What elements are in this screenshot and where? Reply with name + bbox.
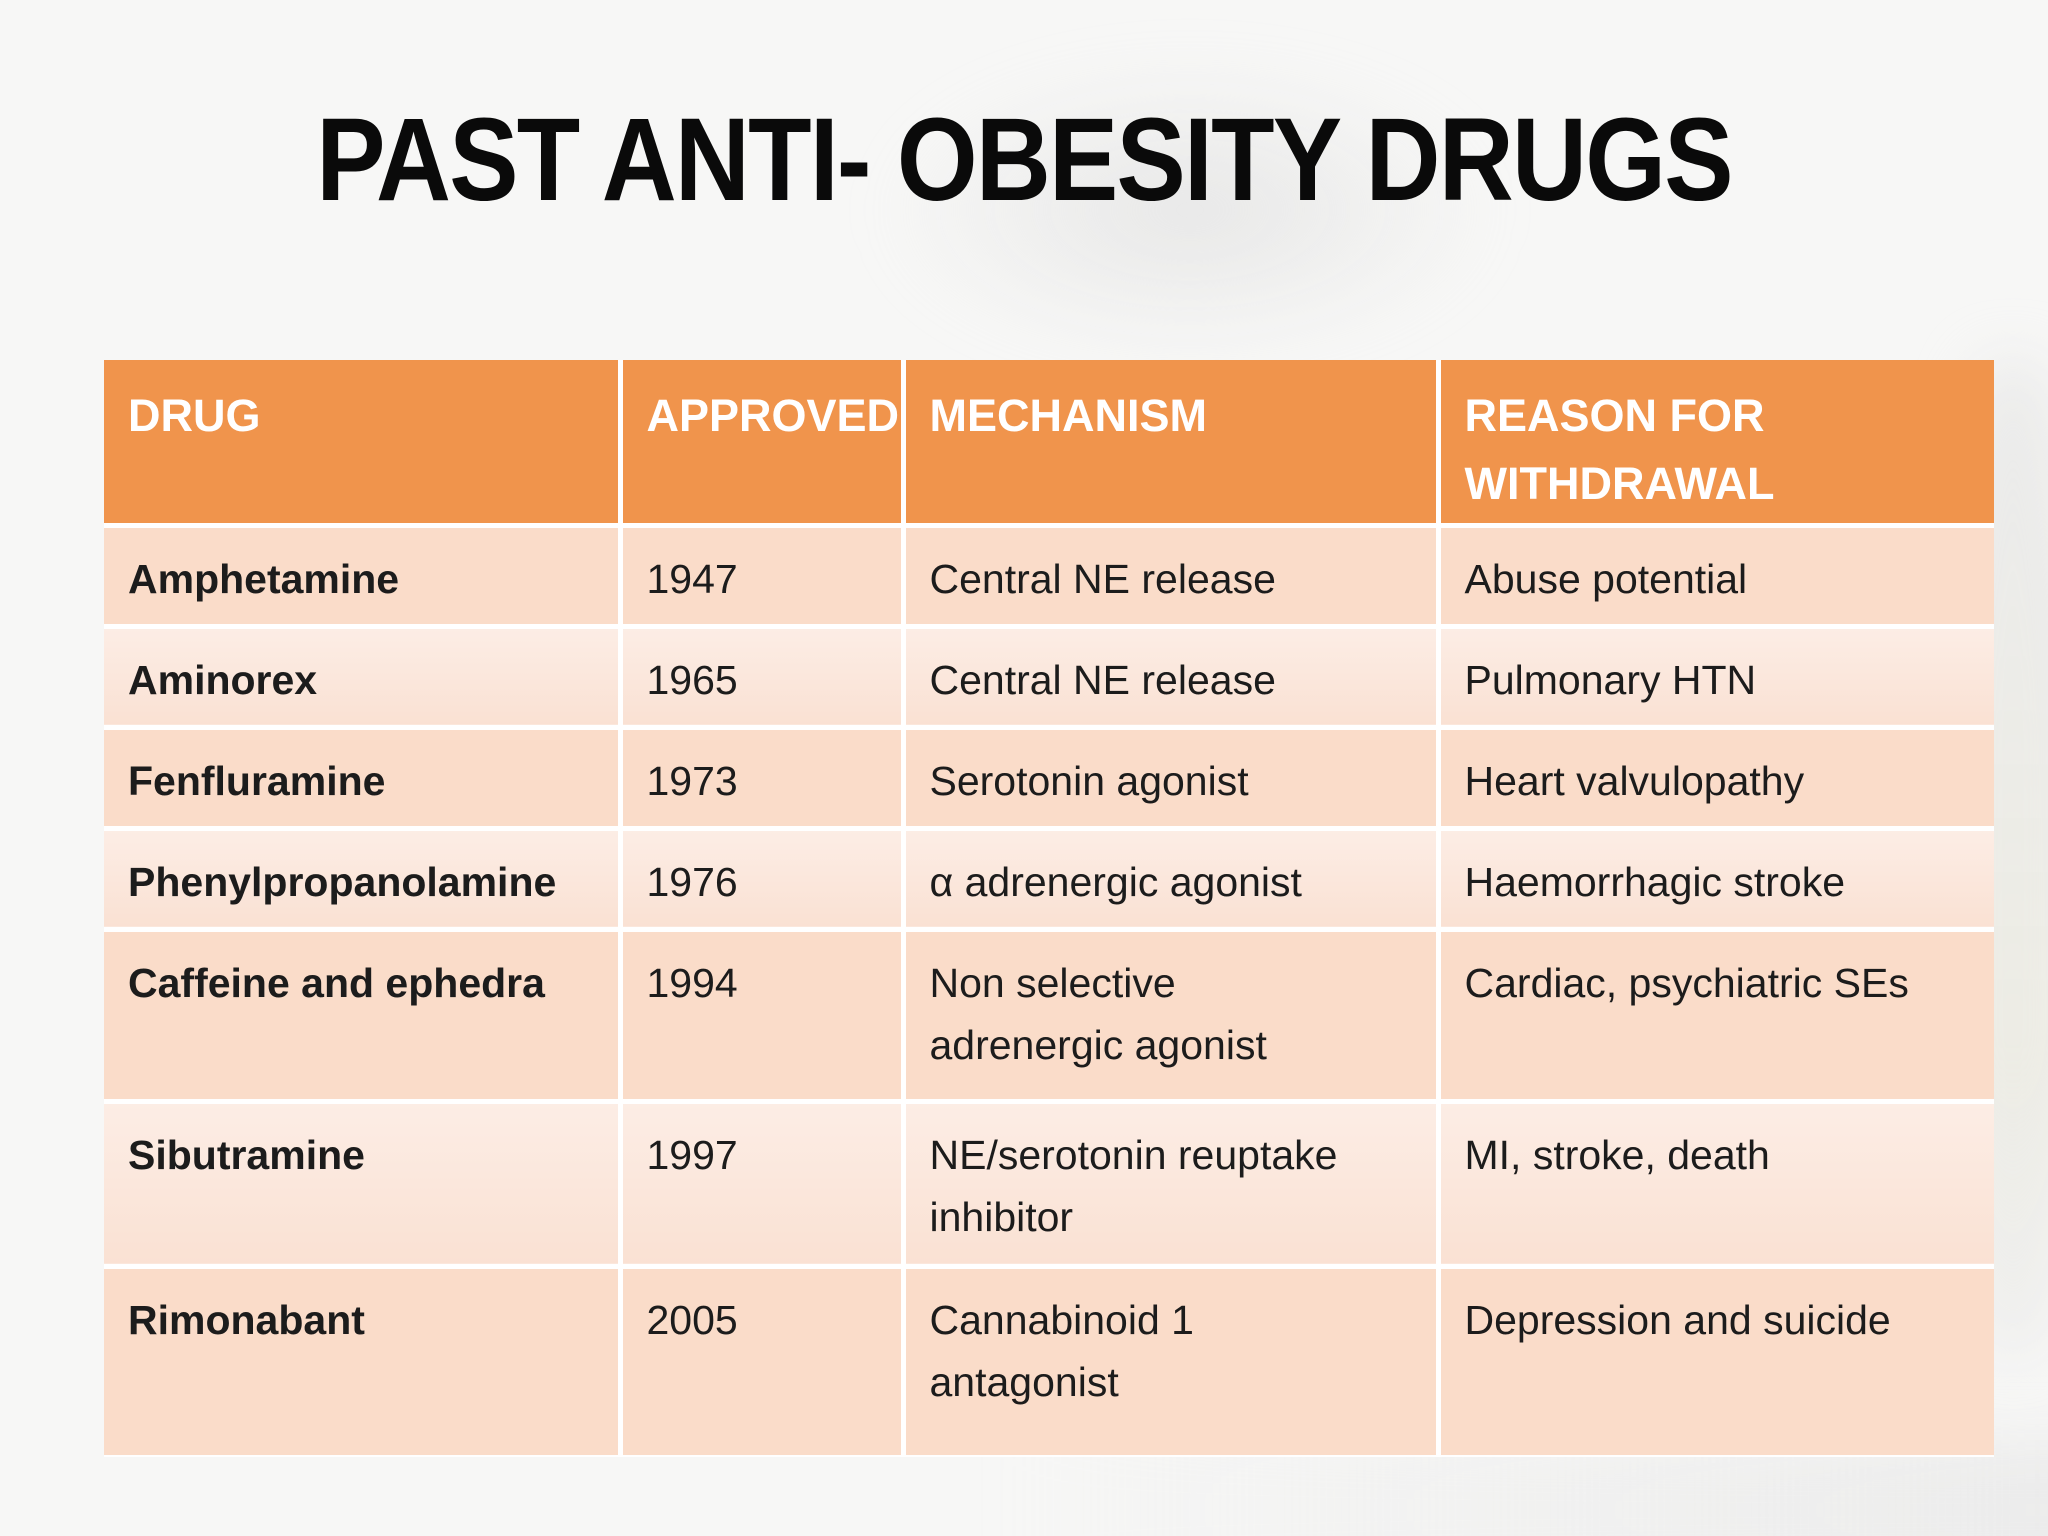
cell-approved-year: 1976 (620, 828, 906, 932)
cell-reason-for-withdrawal: Depression and suicide (1438, 1266, 1994, 1457)
cell-mechanism: Serotonin agonist (903, 727, 1441, 831)
table-row: Phenylpropanolamine 1976 α adrenergic ag… (104, 828, 1994, 932)
cell-drug-name: Rimonabant (104, 1266, 623, 1457)
cell-approved-year: 1994 (620, 929, 906, 1104)
cell-reason-for-withdrawal: Abuse potential (1438, 525, 1994, 629)
column-header-drug: DRUG (104, 360, 623, 528)
cell-mechanism: Central NE release (903, 626, 1441, 730)
cell-approved-year: 1997 (620, 1101, 906, 1269)
past-anti-obesity-drugs-table: DRUG APPROVED MECHANISM REASON FOR WITHD… (104, 360, 1994, 1457)
cell-mechanism: Non selective adrenergic agonist (903, 929, 1441, 1104)
cell-reason-for-withdrawal: Heart valvulopathy (1438, 727, 1994, 831)
cell-drug-name: Phenylpropanolamine (104, 828, 623, 932)
cell-reason-for-withdrawal: Pulmonary HTN (1438, 626, 1994, 730)
cell-approved-year: 1965 (620, 626, 906, 730)
table-header-row: DRUG APPROVED MECHANISM REASON FOR WITHD… (104, 360, 1994, 528)
cell-mechanism: α adrenergic agonist (903, 828, 1441, 932)
slide-title: PAST ANTI- OBESITY DRUGS (316, 94, 1733, 226)
column-header-reason: REASON FOR WITHDRAWAL (1438, 360, 1994, 528)
cell-mechanism: Cannabinoid 1 antagonist (903, 1266, 1441, 1457)
cell-approved-year: 1947 (620, 525, 906, 629)
cell-drug-name: Amphetamine (104, 525, 623, 629)
column-header-approved: APPROVED (620, 360, 906, 528)
column-header-mechanism: MECHANISM (903, 360, 1441, 528)
cell-approved-year: 2005 (620, 1266, 906, 1457)
table-row: Sibutramine 1997 NE/serotonin reuptake i… (104, 1101, 1994, 1269)
cell-drug-name: Fenfluramine (104, 727, 623, 831)
cell-drug-name: Caffeine and ephedra (104, 929, 623, 1104)
cell-mechanism: NE/serotonin reuptake inhibitor (903, 1101, 1441, 1269)
cell-reason-for-withdrawal: MI, stroke, death (1438, 1101, 1994, 1269)
table-row: Rimonabant 2005 Cannabinoid 1 antagonist… (104, 1266, 1994, 1457)
table-row: Caffeine and ephedra 1994 Non selective … (104, 929, 1994, 1104)
table-row: Amphetamine 1947 Central NE release Abus… (104, 525, 1994, 629)
cell-reason-for-withdrawal: Haemorrhagic stroke (1438, 828, 1994, 932)
cell-drug-name: Sibutramine (104, 1101, 623, 1269)
cell-approved-year: 1973 (620, 727, 906, 831)
cell-reason-for-withdrawal: Cardiac, psychiatric SEs (1438, 929, 1994, 1104)
table-row: Aminorex 1965 Central NE release Pulmona… (104, 626, 1994, 730)
table-row: Fenfluramine 1973 Serotonin agonist Hear… (104, 727, 1994, 831)
cell-mechanism: Central NE release (903, 525, 1441, 629)
cell-drug-name: Aminorex (104, 626, 623, 730)
